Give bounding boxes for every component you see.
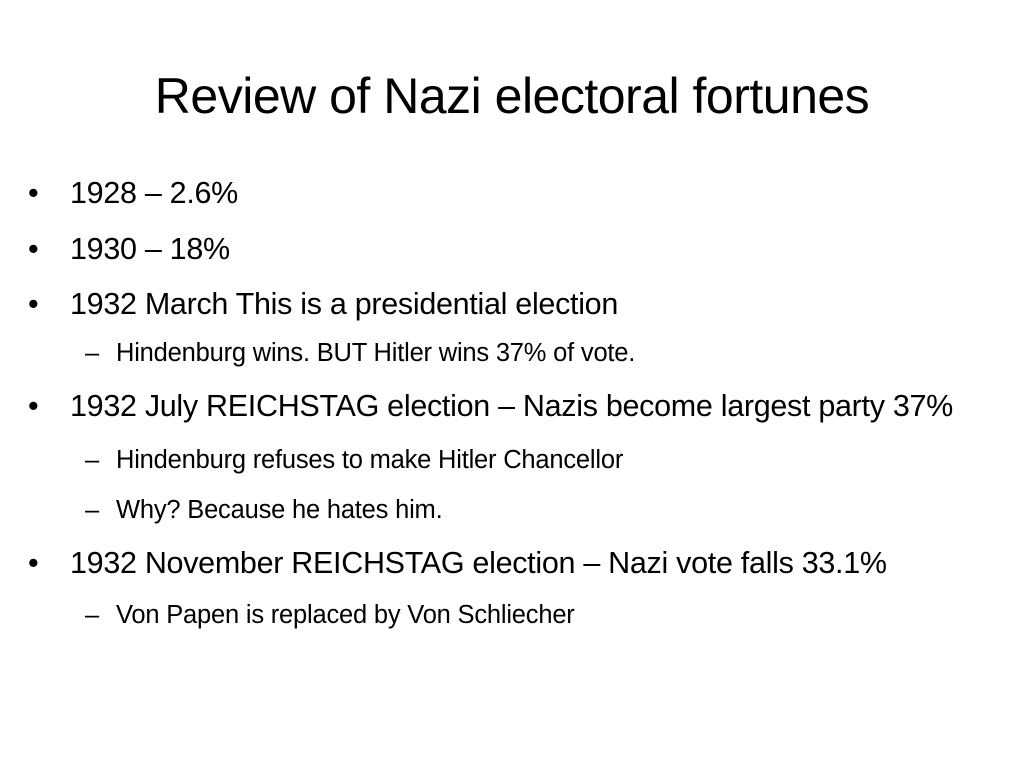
bullet-list: • 1928 – 2.6% • 1930 – 18% • 1932 March …: [28, 170, 998, 640]
sub-marker: –: [85, 496, 99, 524]
bullet-marker: •: [28, 389, 39, 423]
sub-marker: –: [85, 601, 99, 629]
bullet-item-1932-july: • 1932 July REICHSTAG election – Nazis b…: [28, 383, 998, 430]
sub-text: Hindenburg wins. BUT Hitler wins 37% of …: [116, 339, 636, 367]
bullet-item-1930: • 1930 – 18%: [28, 226, 998, 273]
slide-title: Review of Nazi electoral fortunes: [154, 68, 870, 124]
sub-item: – Why? Because he hates him.: [28, 485, 998, 535]
sub-text: Why? Because he hates him.: [116, 496, 443, 524]
bullet-item-1928: • 1928 – 2.6%: [28, 170, 998, 217]
sub-text: Von Papen is replaced by Von Schliecher: [116, 601, 575, 629]
sub-item: – Hindenburg wins. BUT Hitler wins 37% o…: [28, 328, 998, 378]
bullet-marker: •: [28, 287, 39, 321]
sub-item: – Von Papen is replaced by Von Schlieche…: [28, 590, 998, 640]
bullet-text: 1932 July REICHSTAG election – Nazis bec…: [70, 389, 953, 423]
sub-item: – Hindenburg refuses to make Hitler Chan…: [28, 435, 998, 485]
bullet-text: 1932 March This is a presidential electi…: [70, 287, 619, 321]
sub-marker: –: [85, 339, 99, 367]
bullet-marker: •: [28, 176, 39, 210]
bullet-marker: •: [28, 232, 39, 266]
bullet-item-1932-march: • 1932 March This is a presidential elec…: [28, 281, 998, 328]
bullet-marker: •: [28, 546, 39, 580]
sub-text: Hindenburg refuses to make Hitler Chance…: [116, 446, 624, 474]
bullet-text: 1928 – 2.6%: [70, 176, 238, 210]
bullet-item-1932-november: • 1932 November REICHSTAG election – Naz…: [28, 540, 998, 587]
bullet-text: 1932 November REICHSTAG election – Nazi …: [70, 546, 887, 580]
bullet-text: 1930 – 18%: [70, 232, 230, 266]
sub-marker: –: [85, 446, 99, 474]
